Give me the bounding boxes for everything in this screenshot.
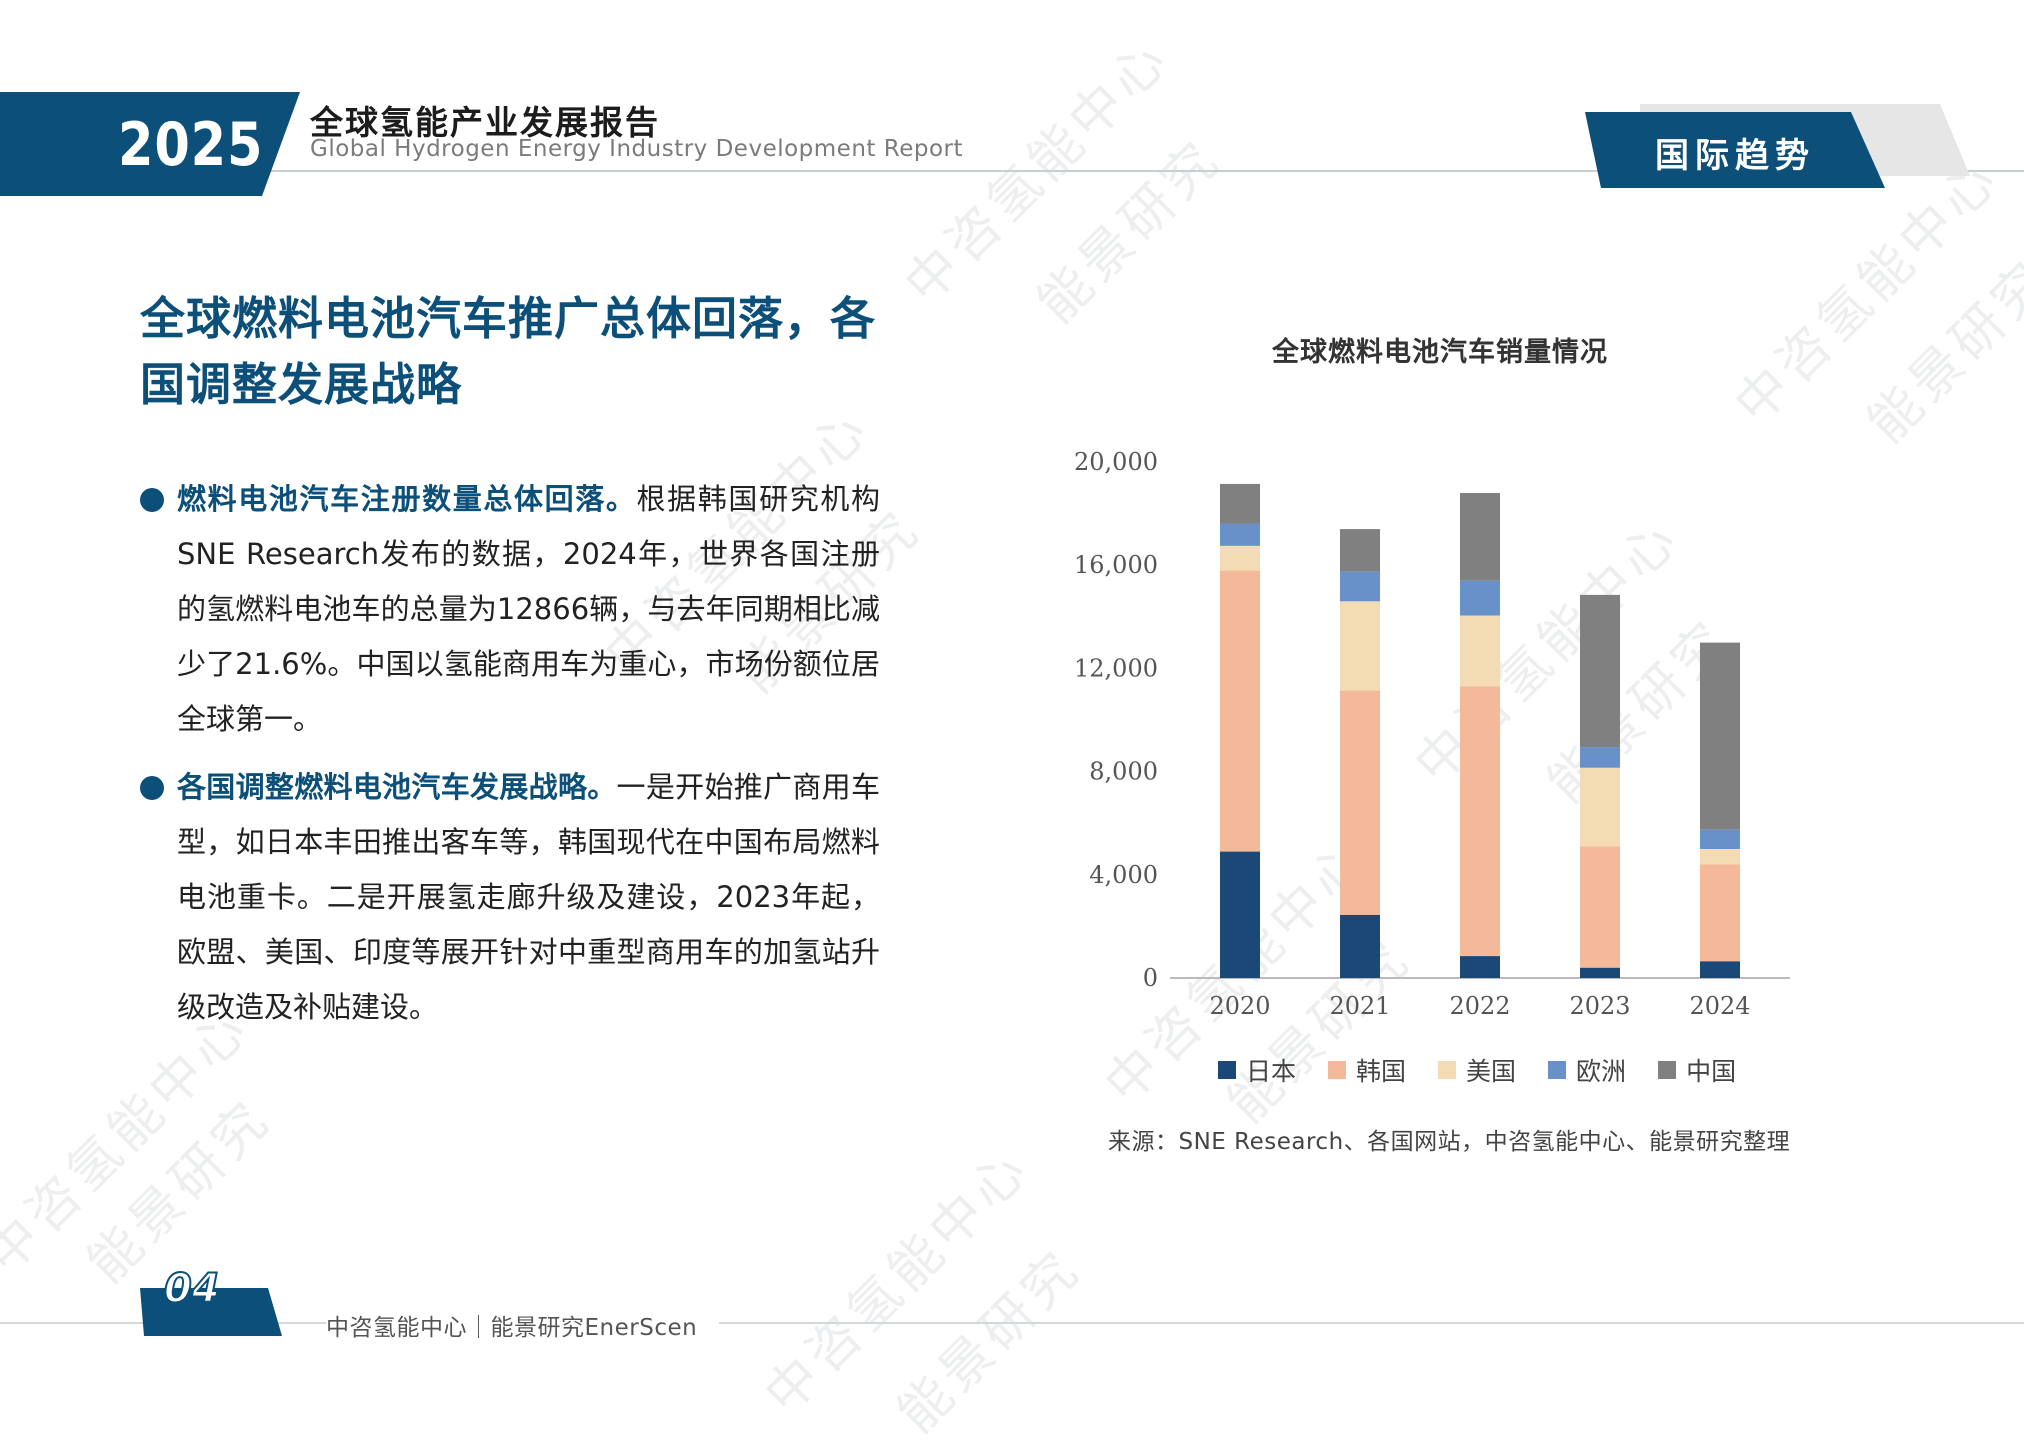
- x-tick-label: 2021: [1329, 992, 1390, 1020]
- report-title-en: Global Hydrogen Energy Industry Developm…: [310, 136, 963, 162]
- bar-segment: [1700, 642, 1740, 830]
- y-tick-label: 8,000: [1089, 758, 1158, 786]
- report-year: 2025: [118, 110, 264, 180]
- y-tick-label: 0: [1143, 964, 1158, 992]
- x-tick-label: 2024: [1689, 992, 1750, 1020]
- bar-segment: [1220, 483, 1260, 524]
- section-tab: [1585, 112, 1885, 188]
- stacked-bar-chart: 0 4,000 8,000 12,000 16,000 20,000 2020 2021 202…: [1074, 448, 1790, 1020]
- bar-segment: [1220, 545, 1260, 571]
- bullet-dot-icon: [140, 776, 164, 800]
- legend-swatch: [1218, 1061, 1236, 1079]
- legend-swatch: [1548, 1061, 1567, 1079]
- x-tick-label: 2020: [1209, 992, 1270, 1020]
- bar-segment: [1340, 529, 1380, 572]
- chart-title: 全球燃料电池汽车销量情况: [1272, 337, 1608, 368]
- legend-swatch: [1658, 1061, 1677, 1079]
- bar-segment: [1340, 690, 1380, 915]
- x-tick-label: 2022: [1449, 992, 1510, 1020]
- legend-item: 中国: [1658, 1052, 1736, 1088]
- legend-label: 韩国: [1356, 1057, 1407, 1086]
- bar-segment: [1580, 967, 1620, 978]
- paragraph-text: 根据韩国研究机构SNE Research发布的数据，2024年，世界各国注册的氢…: [177, 482, 880, 736]
- y-tick-label: 16,000: [1074, 551, 1158, 579]
- year-banner: [0, 92, 300, 196]
- page-number-tab: [140, 1288, 282, 1336]
- y-tick-label: 12,000: [1074, 654, 1158, 682]
- report-title-cn: 全球氢能产业发展报告: [310, 103, 660, 142]
- paragraph-lead: 燃料电池汽车注册数量总体回落。: [177, 482, 637, 516]
- chart-legend: 日本 韩国 美国 欧洲 中国: [1218, 1052, 1736, 1088]
- legend-label: 美国: [1466, 1057, 1517, 1086]
- footer-divider: [0, 1322, 2024, 1324]
- bar-segment: [1220, 851, 1260, 978]
- bar-segment: [1700, 849, 1740, 865]
- bar-segment: [1700, 961, 1740, 978]
- bar-segment: [1580, 846, 1620, 968]
- bar-segment: [1220, 570, 1260, 852]
- bar-segment: [1220, 523, 1260, 546]
- section-tab-label: 国际趋势: [1655, 136, 1815, 176]
- paragraph-lead: 各国调整燃料电池汽车发展战略。: [177, 770, 617, 804]
- legend-label: 欧洲: [1576, 1057, 1627, 1086]
- legend-swatch: [1328, 1061, 1347, 1079]
- bullet-paragraph: 各国调整燃料电池汽车发展战略。一是开始推广商用车型，如日本丰田推出客车等，韩国现…: [140, 760, 880, 1035]
- y-tick-label: 4,000: [1089, 861, 1158, 889]
- legend-swatch: [1438, 1061, 1457, 1079]
- paragraph-text: 一是开始推广商用车型，如日本丰田推出客车等，韩国现代在中国布局燃料电池重卡。二是…: [177, 770, 880, 1024]
- bullet-paragraph: 燃料电池汽车注册数量总体回落。根据韩国研究机构SNE Research发布的数据…: [140, 472, 880, 747]
- bar-segment: [1580, 747, 1620, 768]
- legend-label: 中国: [1686, 1057, 1737, 1086]
- bullet-dot-icon: [140, 488, 164, 512]
- header-divider: [0, 170, 2024, 172]
- legend-item: 美国: [1438, 1052, 1516, 1088]
- y-tick-label: 20,000: [1074, 448, 1158, 476]
- bar-segment: [1580, 594, 1620, 748]
- x-tick-label: 2023: [1569, 992, 1630, 1020]
- legend-item: 日本: [1218, 1052, 1296, 1088]
- bar-segment: [1700, 864, 1740, 962]
- legend-label: 日本: [1246, 1057, 1297, 1086]
- bar-segment: [1460, 615, 1500, 687]
- bar-segment: [1340, 914, 1380, 978]
- bar-segment: [1460, 492, 1500, 581]
- bar-segment: [1340, 601, 1380, 691]
- bar-segment: [1460, 686, 1500, 957]
- page-number: 04: [163, 1265, 221, 1313]
- legend-item: 欧洲: [1548, 1052, 1626, 1088]
- bar-segment: [1340, 571, 1380, 602]
- legend-item: 韩国: [1328, 1052, 1406, 1088]
- bar-segment: [1700, 829, 1740, 849]
- footer-org: 中咨氢能中心｜能景研究EnerScen: [326, 1308, 720, 1342]
- chart-source: 来源：SNE Research、各国网站，中咨氢能中心、能景研究整理: [1108, 1129, 1791, 1155]
- bar-segment: [1460, 956, 1500, 978]
- bar-segment: [1460, 580, 1500, 616]
- bar-segment: [1580, 767, 1620, 847]
- page-title: 全球燃料电池汽车推广总体回落，各国调整发展战略: [140, 292, 877, 411]
